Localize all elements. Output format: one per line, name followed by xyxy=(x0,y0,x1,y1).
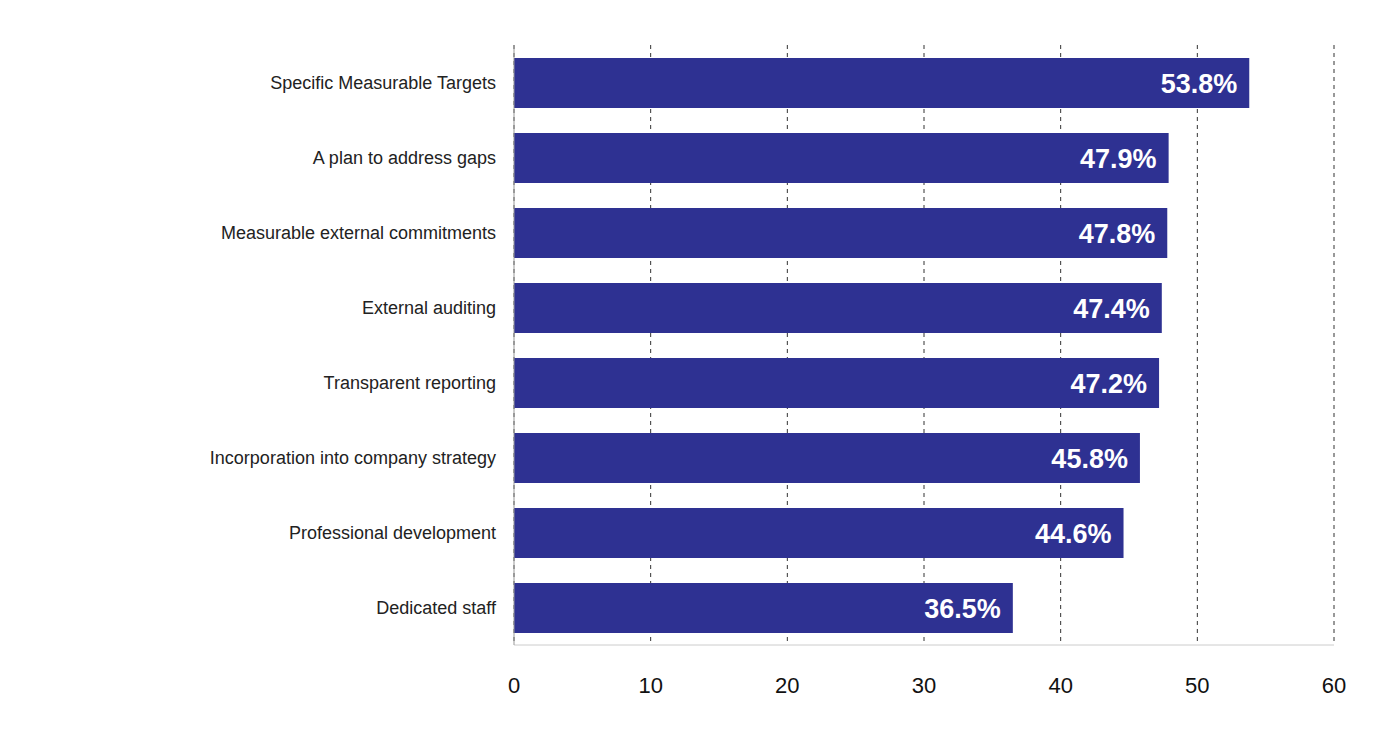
svg-text:Professional development: Professional development xyxy=(289,523,496,543)
svg-text:Specific Measurable Targets: Specific Measurable Targets xyxy=(270,73,496,93)
svg-text:40: 40 xyxy=(1048,673,1072,698)
svg-text:47.4%: 47.4% xyxy=(1073,294,1150,324)
svg-text:36.5%: 36.5% xyxy=(924,594,1001,624)
svg-text:Measurable external commitment: Measurable external commitments xyxy=(221,223,496,243)
svg-text:Dedicated staff: Dedicated staff xyxy=(376,598,497,618)
svg-text:45.8%: 45.8% xyxy=(1051,444,1128,474)
svg-text:30: 30 xyxy=(912,673,936,698)
svg-text:10: 10 xyxy=(638,673,662,698)
svg-text:44.6%: 44.6% xyxy=(1035,519,1112,549)
svg-text:20: 20 xyxy=(775,673,799,698)
svg-text:53.8%: 53.8% xyxy=(1161,69,1238,99)
svg-text:50: 50 xyxy=(1185,673,1209,698)
svg-text:Incorporation into company str: Incorporation into company strategy xyxy=(210,448,496,468)
svg-text:A plan to address gaps: A plan to address gaps xyxy=(313,148,496,168)
svg-text:47.8%: 47.8% xyxy=(1079,219,1156,249)
svg-text:47.2%: 47.2% xyxy=(1071,369,1148,399)
svg-text:47.9%: 47.9% xyxy=(1080,144,1157,174)
svg-text:Transparent reporting: Transparent reporting xyxy=(324,373,496,393)
svg-text:60: 60 xyxy=(1322,673,1346,698)
svg-text:External auditing: External auditing xyxy=(362,298,496,318)
svg-text:0: 0 xyxy=(508,673,520,698)
